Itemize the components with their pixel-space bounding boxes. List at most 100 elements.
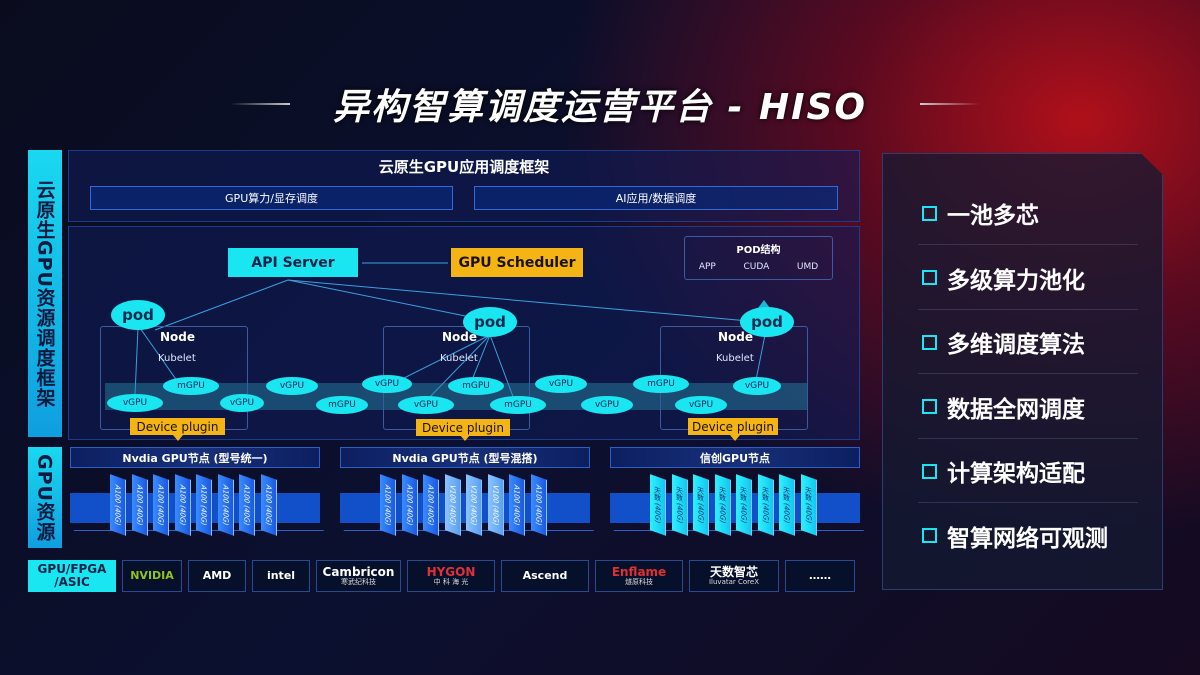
gpu-chip: 天数 (40G) (779, 474, 795, 536)
vendor-logo: Enflame 燧原科技 (595, 560, 683, 592)
gpu-unit: vGPU (266, 377, 318, 395)
vendor-name: AMD (202, 569, 232, 583)
gpu-chip: A100 (40G) (239, 474, 255, 536)
vendor-name: intel (266, 569, 296, 583)
kubelet-label-3: Kubelet (716, 353, 754, 364)
pod-3: pod (740, 307, 794, 337)
gpu-chip: A100 (40G) (260, 474, 277, 536)
gpu-unit: mGPU (448, 377, 504, 395)
gpu-unit: vGPU (362, 375, 412, 393)
vendor-row: GPU/FPGA /ASIC NVIDIA AMD intel Cambrico… (28, 560, 860, 592)
device-plugin-2: Device plugin (416, 419, 510, 436)
gpu-unit: vGPU (107, 394, 163, 412)
checkbox-square-icon (922, 463, 937, 479)
page-title: 异构智算调度运营平台 - HISO (332, 87, 868, 128)
gpu-node-floor (335, 530, 595, 540)
gpu-chip: V100 (40G) (466, 474, 482, 536)
feature-label: 数据全网调度 (947, 396, 1085, 423)
title-deco-left (230, 103, 290, 105)
gpu-node-base (340, 493, 590, 523)
vendor-name: HYGON (426, 565, 476, 580)
vendor-logo: HYGON 中 科 海 光 (407, 560, 495, 592)
checkbox-square-icon (922, 205, 937, 221)
kubelet-label-2: Kubelet (440, 353, 478, 364)
gpu-chip: 天数 (40G) (693, 474, 709, 536)
pod-structure-title: POD结构 (736, 245, 781, 256)
feature-label: 智算网络可观测 (947, 525, 1108, 552)
checkbox-square-icon (922, 399, 937, 414)
vendor-sub: 中 科 海 光 (433, 577, 469, 586)
feature-item: 多维调度算法 (922, 325, 1085, 359)
gpu-unit: vGPU (733, 377, 781, 395)
vendor-logo: Ascend (501, 560, 589, 592)
pod-1: pod (111, 300, 165, 330)
vendor-name: …… (809, 569, 831, 583)
feature-item: 一池多芯 (922, 196, 1039, 230)
vendor-label: GPU/FPGA /ASIC (28, 560, 116, 592)
gpu-unit: vGPU (675, 396, 727, 414)
device-plugin-3: Device plugin (688, 418, 778, 435)
vendor-name: NVIDIA (130, 569, 174, 583)
checkbox-square-icon (922, 334, 937, 350)
gpu-chip: A100 (40G) (509, 474, 525, 536)
gpu-unit: mGPU (316, 396, 368, 414)
feature-item: 计算架构适配 (922, 454, 1085, 488)
gpu-node-floor (65, 530, 325, 540)
vendor-sub: 寒武纪科技 (341, 577, 376, 586)
feature-divider (918, 437, 1138, 439)
pod-structure-box: POD结构 APP CUDA UMD (684, 236, 833, 280)
feature-label: 一池多芯 (947, 203, 1039, 229)
gpu-unit: vGPU (220, 394, 264, 412)
gpu-unit: vGPU (581, 396, 633, 414)
checkbox-square-icon (922, 270, 937, 285)
gpu-chip: A100 (40G) (196, 474, 212, 536)
side-label-framework: 云原生GPU资源调度框架 (28, 150, 62, 437)
gpu-chip: V100 (40G) (487, 474, 504, 536)
node-label-3: Node (718, 330, 754, 344)
gpu-chip: 天数 (40G) (800, 474, 817, 536)
feature-divider (918, 373, 1138, 374)
feature-label: 计算架构适配 (947, 461, 1085, 487)
api-server-box: API Server (228, 248, 358, 277)
node-label-1: Node (160, 330, 196, 344)
gpu-chip: A100 (40G) (423, 474, 439, 536)
vendor-logo: …… (785, 560, 855, 592)
sub-box-gpu: GPU算力/显存调度 (90, 186, 453, 210)
checkbox-square-icon (922, 528, 937, 543)
gpu-node-header: Nvdia GPU节点 (型号混搭) (340, 447, 590, 468)
gpu-chip: A100 (40G) (174, 474, 191, 536)
sub-box-ai: AI应用/数据调度 (474, 186, 838, 210)
gpu-chip: 天数 (40G) (671, 474, 688, 536)
gpu-unit: mGPU (633, 375, 689, 393)
feature-label: 多维调度算法 (947, 332, 1085, 358)
gpu-chip: A100 (40G) (110, 474, 126, 536)
gpu-scheduler-box: GPU Scheduler (451, 248, 583, 277)
framework-header: 云原生GPU应用调度框架 (378, 158, 550, 176)
vendor-name: 天数智芯 (709, 565, 758, 580)
vendor-name: Cambricon (322, 565, 395, 580)
vendor-logo: NVIDIA (122, 560, 182, 592)
vendor-logo: 天数智芯 Iluvatar CoreX (689, 560, 779, 592)
gpu-chip: A100 (40G) (401, 474, 418, 536)
feature-item: 智算网络可观测 (922, 519, 1108, 553)
vendor-logo: AMD (188, 560, 246, 592)
feature-divider (918, 502, 1138, 503)
gpu-chip: 天数 (40G) (714, 474, 731, 536)
node-label-2: Node (442, 330, 478, 344)
device-plugin-1: Device plugin (130, 418, 225, 435)
vendor-name: Ascend (522, 569, 568, 583)
gpu-chip: A100 (40G) (153, 474, 169, 536)
vendor-sub: Iluvatar CoreX (708, 577, 759, 586)
gpu-chip: 天数 (40G) (650, 474, 666, 536)
gpu-unit: vGPU (535, 375, 587, 393)
gpu-node-floor (605, 530, 865, 540)
feature-panel (882, 153, 1163, 590)
kubelet-label-1: Kubelet (158, 353, 196, 364)
vendor-sub: 燧原科技 (625, 577, 653, 586)
side-label-resources: GPU资源 (28, 447, 62, 548)
gpu-chip: A100 (40G) (217, 474, 234, 536)
feature-item: 多级算力池化 (922, 261, 1085, 295)
gpu-unit: mGPU (163, 377, 219, 395)
vendor-name: Enflame (611, 565, 667, 580)
feature-divider (918, 308, 1138, 310)
